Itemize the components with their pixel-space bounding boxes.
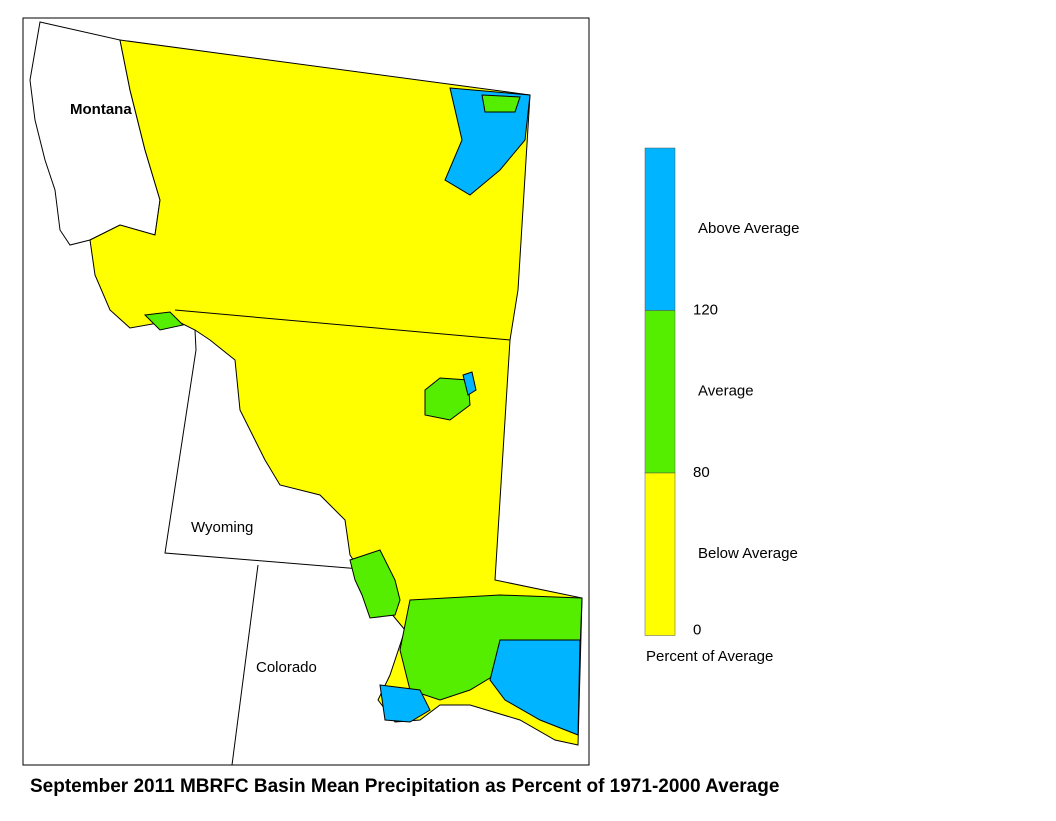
- legend-swatch: [644, 310, 676, 474]
- legend-label: Above Average: [698, 220, 799, 237]
- legend-tick-label: 80: [693, 464, 710, 481]
- state-label: Colorado: [256, 659, 317, 676]
- basins-below-average: [89, 39, 583, 746]
- basins-above-average: [462, 371, 477, 396]
- basins-above-average: [444, 87, 531, 196]
- legend: Percent of Average Above Average Average B…: [644, 147, 799, 665]
- basins-average: [349, 549, 401, 619]
- legend-swatch: [644, 147, 676, 311]
- colorado-outline: [231, 564, 259, 766]
- basins-average: [424, 377, 471, 421]
- state-label: Montana: [70, 101, 132, 118]
- title: September 2011 MBRFC Basin Mean Precipit…: [30, 776, 779, 797]
- basins-above-average: [489, 639, 581, 736]
- legend-swatch: [644, 472, 676, 636]
- legend-label: Below Average: [698, 545, 798, 562]
- state-border: [174, 309, 511, 341]
- wyoming-outline: [164, 329, 496, 581]
- basins-average: [143, 311, 185, 331]
- basins-average: [481, 94, 521, 113]
- state-label: Wyoming: [191, 519, 253, 536]
- map: Montana Wyoming Colorado: [22, 17, 590, 766]
- legend-tick-label: 120: [693, 301, 718, 318]
- legend-label: Average: [698, 383, 754, 400]
- legend-tick-label: 0: [693, 621, 701, 638]
- legend-caption: Percent of Average: [646, 648, 773, 665]
- basins-above-average: [379, 684, 431, 723]
